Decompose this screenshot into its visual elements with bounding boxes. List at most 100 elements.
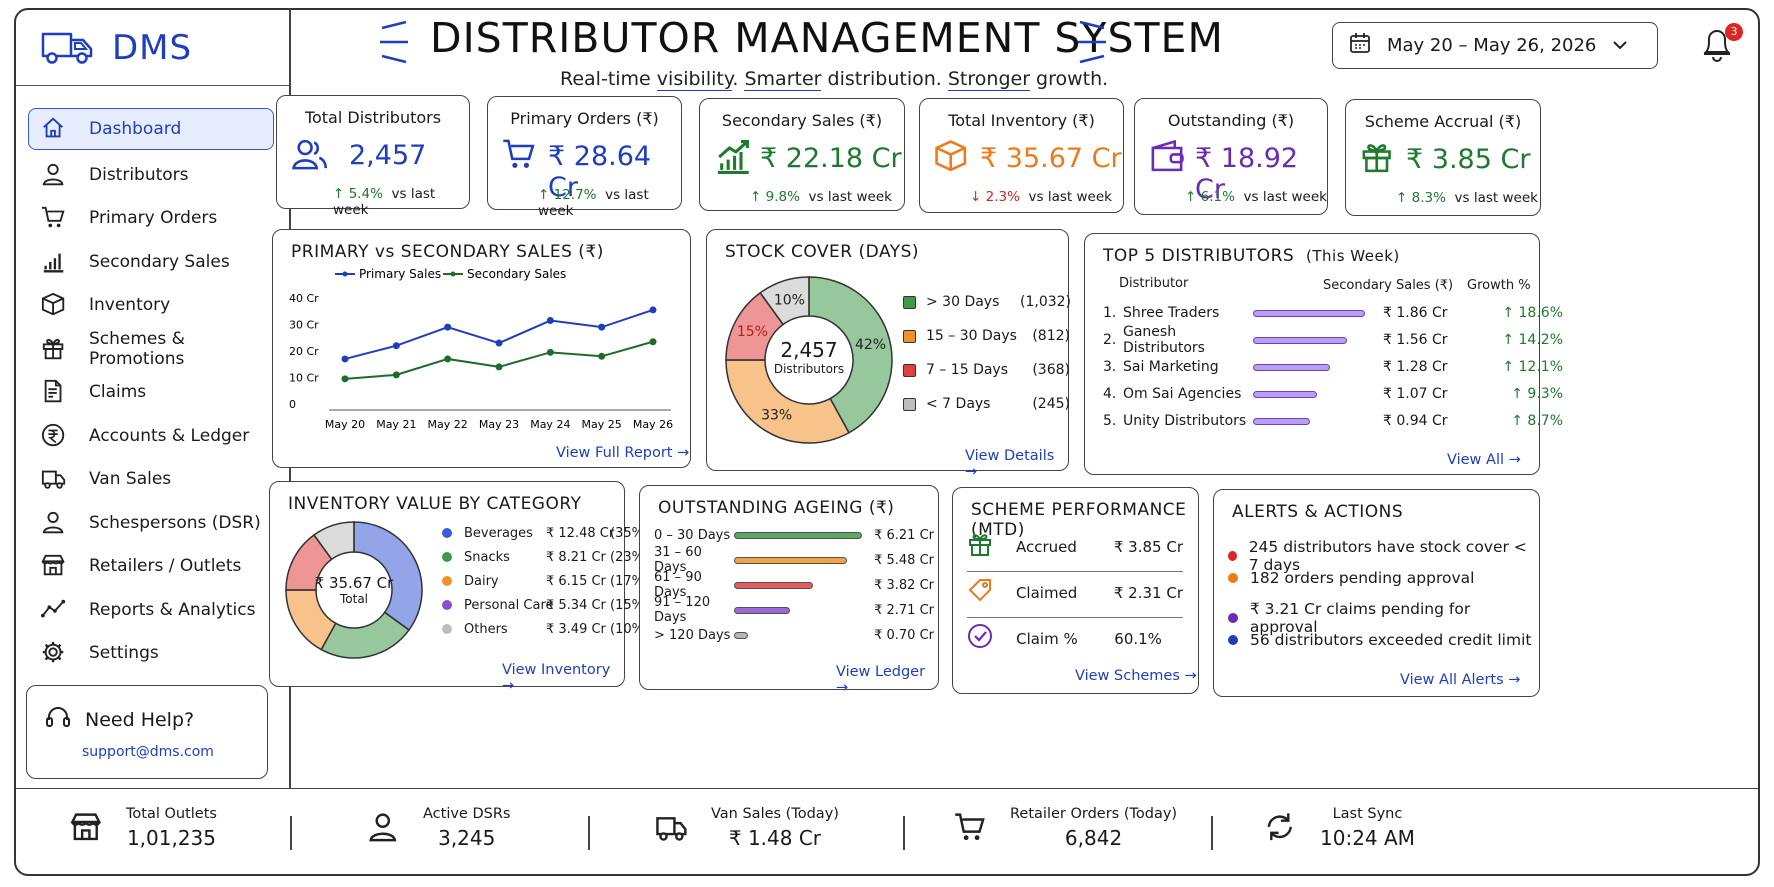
help-box[interactable]: Need Help? support@dms.com xyxy=(26,685,268,779)
table-row[interactable]: 2. Ganesh Distributors ₹ 1.56 Cr ↑ 14.2% xyxy=(1103,324,1563,356)
legend-swatch xyxy=(903,363,916,377)
kpi-card[interactable]: Secondary Sales (₹) ₹ 22.18 Cr ↑ 9.8% vs… xyxy=(699,98,905,211)
ageing-row[interactable]: 61 – 90 Days ₹ 3.82 Cr xyxy=(654,570,934,600)
brand[interactable]: DMS xyxy=(40,26,192,70)
table-row[interactable]: 1. Shree Traders ₹ 1.86 Cr ↑ 18.6% xyxy=(1103,305,1563,321)
sidebar-item-primary-orders[interactable]: Primary Orders xyxy=(28,197,274,241)
sidebar-item-reports-analytics[interactable]: Reports & Analytics xyxy=(28,588,274,632)
sidebar-item-inventory[interactable]: Inventory xyxy=(28,284,274,328)
donut-slice[interactable] xyxy=(312,521,355,561)
view-full-report-link[interactable]: View Full Report → xyxy=(556,445,690,461)
donut-slice[interactable] xyxy=(808,276,893,434)
data-point[interactable] xyxy=(341,355,349,363)
data-point[interactable] xyxy=(341,375,349,383)
x-tick-label: May 26 xyxy=(633,418,673,431)
kpi-title: Primary Orders (₹) xyxy=(510,109,659,128)
sidebar-item-claims[interactable]: Claims xyxy=(28,371,274,415)
footer-separator xyxy=(1211,816,1213,850)
sidebar-item-label: Secondary Sales xyxy=(89,251,230,272)
sidebar-item-van-sales[interactable]: Van Sales xyxy=(28,458,274,502)
data-point[interactable] xyxy=(444,355,452,363)
data-point[interactable] xyxy=(649,306,657,314)
help-title: Need Help? xyxy=(85,708,195,731)
y-tick-label: 40 Cr xyxy=(289,292,319,305)
truck-logo-icon xyxy=(40,26,96,70)
view-all-link[interactable]: View All → xyxy=(1447,452,1521,468)
alert-item[interactable]: 182 orders pending approval xyxy=(1228,569,1474,587)
data-point[interactable] xyxy=(392,342,400,350)
box-icon xyxy=(41,292,67,318)
y-tick-label: 30 Cr xyxy=(289,319,319,332)
col-distributor: Distributor xyxy=(1119,276,1189,291)
donut-slice[interactable] xyxy=(725,359,851,444)
truck-icon xyxy=(655,811,689,845)
donut-slice[interactable] xyxy=(353,521,423,632)
sidebar-item-settings[interactable]: Settings xyxy=(28,632,274,676)
data-point[interactable] xyxy=(495,339,503,347)
tagline: Real-time visibility. Smarter distributi… xyxy=(560,68,1109,91)
sidebar-item-label: Claims xyxy=(89,382,147,403)
alert-item[interactable]: ₹ 3.21 Cr claims pending for approval xyxy=(1228,600,1539,636)
sales-bar xyxy=(1253,390,1318,398)
inventory-center-label: ₹ 35.67 Cr Total xyxy=(314,574,394,606)
sidebar-item-distributors[interactable]: Distributors xyxy=(28,153,274,197)
svg-text:Secondary Sales: Secondary Sales xyxy=(467,267,566,281)
data-point[interactable] xyxy=(392,371,400,379)
sidebar-item-dashboard[interactable]: Dashboard xyxy=(28,108,274,150)
view-ledger-link[interactable]: View Ledger → xyxy=(836,664,926,696)
data-point[interactable] xyxy=(444,323,452,331)
gift-icon xyxy=(41,336,67,362)
alert-item[interactable]: 56 distributors exceeded credit limit xyxy=(1228,631,1531,649)
bell-icon[interactable] xyxy=(1700,24,1734,68)
ageing-row[interactable]: 0 – 30 Days ₹ 6.21 Cr xyxy=(654,527,934,543)
table-row[interactable]: 4. Om Sai Agencies ₹ 1.07 Cr ↑ 9.3% xyxy=(1103,386,1563,402)
ageing-row[interactable]: 91 – 120 Days ₹ 2.71 Cr xyxy=(654,595,934,625)
kpi-card[interactable]: Total Distributors 2,457 ↑ 5.4% vs last … xyxy=(276,95,470,218)
kpi-title: Total Inventory (₹) xyxy=(948,111,1095,130)
stock-cover-donut: 42% 33% 15% 10% xyxy=(725,276,893,444)
donut-slice[interactable] xyxy=(759,276,810,326)
data-point[interactable] xyxy=(598,352,606,360)
kpi-card[interactable]: Outstanding (₹) ₹ 18.92 Cr ↑ 6.1% vs las… xyxy=(1134,98,1328,215)
view-details-link[interactable]: View Details → xyxy=(965,448,1055,480)
data-point[interactable] xyxy=(546,317,554,325)
sidebar-item-schespersons-dsr[interactable]: Schespersons (DSR) xyxy=(28,501,274,545)
legend-swatch xyxy=(903,329,916,343)
sidebar-item-secondary-sales[interactable]: Secondary Sales xyxy=(28,240,274,284)
legend-dot xyxy=(442,552,452,562)
sales-bar xyxy=(1253,363,1331,371)
kpi-delta: ↑ 8.3% vs last week xyxy=(1396,190,1538,206)
sidebar-item-label: Settings xyxy=(89,643,159,664)
data-point[interactable] xyxy=(546,348,554,356)
data-point[interactable] xyxy=(495,363,503,371)
kpi-card[interactable]: Scheme Accrual (₹) ₹ 3.85 Cr ↑ 8.3% vs l… xyxy=(1345,99,1541,216)
chart-title: PRIMARY vs SECONDARY SALES (₹) xyxy=(291,242,604,262)
category-row: Personal Care ₹ 5.34 Cr (15%) xyxy=(442,592,649,618)
sales-chart-panel: PRIMARY vs SECONDARY SALES (₹) Primary S… xyxy=(272,229,691,468)
table-row[interactable]: 3. Sai Marketing ₹ 1.28 Cr ↑ 12.1% xyxy=(1103,359,1563,375)
date-range-picker[interactable]: May 20 – May 26, 2026 xyxy=(1332,22,1658,69)
view-all-alerts-link[interactable]: View All Alerts → xyxy=(1400,672,1521,688)
kpi-card[interactable]: Primary Orders (₹) ₹ 28.64 Cr ↑ 12.7% vs… xyxy=(487,96,682,219)
data-point[interactable] xyxy=(598,323,606,331)
kpi-card[interactable]: Total Inventory (₹) ₹ 35.67 Cr ↓ 2.3% vs… xyxy=(919,98,1124,213)
store-icon xyxy=(41,553,67,579)
data-point[interactable] xyxy=(649,338,657,346)
alert-item[interactable]: 245 distributors have stock cover < 7 da… xyxy=(1228,538,1539,574)
support-email-link[interactable]: support@dms.com xyxy=(82,744,214,760)
view-schemes-link[interactable]: View Schemes → xyxy=(1075,668,1197,684)
sync-icon xyxy=(1264,811,1298,845)
view-inventory-link[interactable]: View Inventory → xyxy=(502,662,611,694)
kpi-title: Scheme Accrual (₹) xyxy=(1364,112,1522,131)
y-tick-label: 0 xyxy=(289,398,296,411)
sidebar-item-retailers-outlets[interactable]: Retailers / Outlets xyxy=(28,545,274,589)
y-tick-label: 10 Cr xyxy=(289,372,319,385)
ageing-row[interactable]: 31 – 60 Days ₹ 5.48 Cr xyxy=(654,545,934,575)
stock-center-label: 2,457 Distributors xyxy=(773,338,845,376)
kpi-delta: ↑ 6.1% vs last week xyxy=(1185,189,1327,205)
ageing-row[interactable]: > 120 Days ₹ 0.70 Cr xyxy=(654,627,934,643)
sidebar-item-schemes-promotions[interactable]: Schemes & Promotions xyxy=(28,327,274,371)
line-chart: Primary Sales Secondary Sales 0 10 Cr 20 Cr 3… xyxy=(289,267,673,431)
table-row[interactable]: 5. Unity Distributors ₹ 0.94 Cr ↑ 8.7% xyxy=(1103,413,1563,429)
sidebar-item-accounts-ledger[interactable]: Accounts & Ledger xyxy=(28,414,274,458)
